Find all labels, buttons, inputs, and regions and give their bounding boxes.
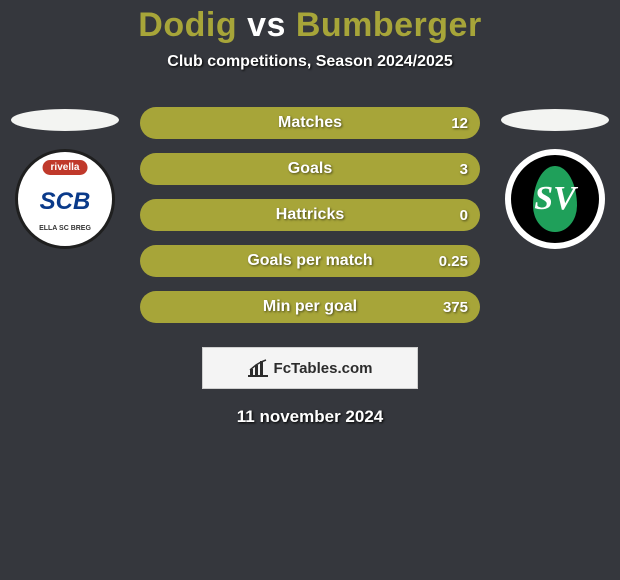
title-player1: Dodig <box>138 6 237 44</box>
stat-row-mpg: Min per goal 375 <box>140 291 480 323</box>
attribution-text: FcTables.com <box>274 360 373 377</box>
bar-chart-icon <box>248 359 268 377</box>
stat-value-right: 375 <box>443 299 468 316</box>
stat-row-gpm: Goals per match 0.25 <box>140 245 480 277</box>
page-title: Dodig vs Bumberger <box>0 0 620 45</box>
title-vs: vs <box>247 6 296 44</box>
club-badge-right: SV <box>505 149 605 249</box>
title-player2: Bumberger <box>296 6 482 44</box>
player-left-column: rivella SCB ELLA SC BREG <box>0 103 130 249</box>
club-badge-right-monogram: SV <box>511 180 599 218</box>
stat-label: Matches <box>278 114 342 132</box>
attribution-plate: FcTables.com <box>202 347 418 389</box>
stat-label: Goals <box>288 160 332 178</box>
club-badge-left: rivella SCB ELLA SC BREG <box>15 149 115 249</box>
comparison-panel: rivella SCB ELLA SC BREG SV Matches 12 G… <box>0 103 620 333</box>
stat-value-right: 0.25 <box>439 253 468 270</box>
stat-label: Min per goal <box>263 298 357 316</box>
player-right-column: SV <box>490 103 620 249</box>
stat-value-right: 0 <box>460 207 468 224</box>
player-right-silhouette <box>501 109 609 131</box>
stat-label: Goals per match <box>247 252 372 270</box>
club-badge-left-main: SCB <box>18 188 112 216</box>
stat-label: Hattricks <box>276 206 344 224</box>
stat-value-right: 3 <box>460 161 468 178</box>
subtitle: Club competitions, Season 2024/2025 <box>0 53 620 71</box>
stat-row-hattricks: Hattricks 0 <box>140 199 480 231</box>
stat-row-matches: Matches 12 <box>140 107 480 139</box>
stat-bars: Matches 12 Goals 3 Hattricks 0 Goals per… <box>140 107 480 337</box>
club-badge-left-top: rivella <box>43 160 88 175</box>
stat-row-goals: Goals 3 <box>140 153 480 185</box>
club-badge-left-sub: ELLA SC BREG <box>18 225 112 232</box>
stat-value-right: 12 <box>451 115 468 132</box>
date-text: 11 november 2024 <box>0 407 620 427</box>
player-left-silhouette <box>11 109 119 131</box>
